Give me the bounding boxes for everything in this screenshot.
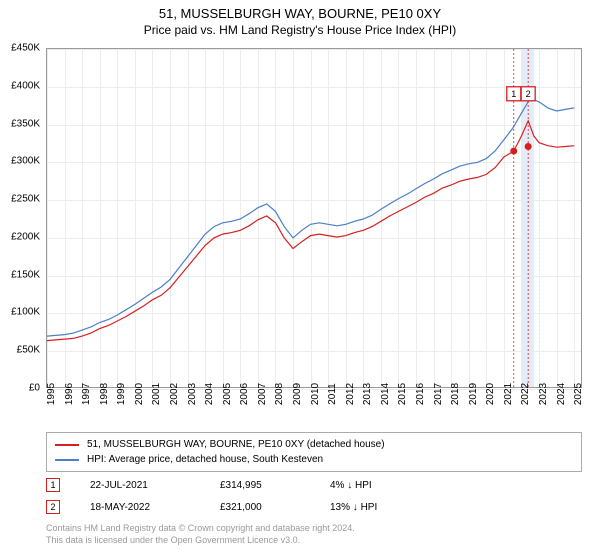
x-tick-label: 2023 [538,383,549,405]
series-price_paid [47,121,574,341]
y-tick-label: £200K [11,231,40,242]
legend-swatch [55,444,79,446]
sale-diff: 4% ↓ HPI [330,480,450,491]
sale-marker-number: 1 [511,89,516,99]
x-tick-label: 2006 [239,383,250,405]
y-tick-label: £450K [11,43,40,54]
x-tick-label: 2020 [485,383,496,405]
x-tick-label: 2010 [310,383,321,405]
x-tick-label: 2015 [397,383,408,405]
chart-container: 51, MUSSELBURGH WAY, BOURNE, PE10 0XY Pr… [0,0,600,560]
series-hpi [47,98,574,336]
sales-table: 1 22-JUL-2021£314,9954% ↓ HPI 2 18-MAY-2022… [46,474,582,518]
x-tick-label: 2000 [134,383,145,405]
attribution-line2: This data is licensed under the Open Gov… [46,534,582,546]
attribution: Contains HM Land Registry data © Crown c… [46,522,582,546]
y-axis-labels: £0£50K£100K£150K£200K£250K£300K£350K£400… [0,48,44,388]
chart-subtitle: Price paid vs. HM Land Registry's House … [0,23,600,37]
x-tick-label: 2024 [556,383,567,405]
x-tick-label: 2004 [204,383,215,405]
x-tick-label: 2018 [450,383,461,405]
y-tick-label: £400K [11,80,40,91]
sale-row: 1 22-JUL-2021£314,9954% ↓ HPI [46,474,582,496]
y-tick-label: £300K [11,156,40,167]
title-block: 51, MUSSELBURGH WAY, BOURNE, PE10 0XY Pr… [0,0,600,37]
x-tick-label: 2013 [362,383,373,405]
sale-marker-dot [525,143,532,150]
chart-svg: 12 [47,49,583,389]
x-tick-label: 2001 [151,383,162,405]
x-tick-label: 1996 [64,383,75,405]
y-tick-label: £50K [17,345,40,356]
x-tick-label: 2005 [222,383,233,405]
sale-date: 22-JUL-2021 [90,480,220,491]
x-tick-label: 2017 [433,383,444,405]
x-tick-label: 1998 [99,383,110,405]
legend-label: 51, MUSSELBURGH WAY, BOURNE, PE10 0XY (d… [87,437,385,452]
legend: 51, MUSSELBURGH WAY, BOURNE, PE10 0XY (d… [46,432,582,472]
sale-price: £321,000 [220,502,330,513]
plot-area: 12 [46,48,582,388]
sale-diff: 13% ↓ HPI [330,502,450,513]
x-tick-label: 2021 [503,383,514,405]
y-tick-label: £150K [11,269,40,280]
y-tick-label: £0 [29,383,40,394]
x-tick-label: 2025 [573,383,584,405]
x-tick-label: 1999 [116,383,127,405]
x-tick-label: 2003 [187,383,198,405]
x-tick-label: 2008 [274,383,285,405]
legend-label: HPI: Average price, detached house, Sout… [87,452,323,467]
attribution-line1: Contains HM Land Registry data © Crown c… [46,522,582,534]
y-tick-label: £250K [11,194,40,205]
x-tick-label: 2011 [327,383,338,405]
sale-price: £314,995 [220,480,330,491]
y-tick-label: £100K [11,307,40,318]
sale-row-marker: 2 [46,500,60,514]
sale-marker-number: 2 [526,89,531,99]
x-tick-label: 2002 [169,383,180,405]
x-tick-label: 2009 [292,383,303,405]
x-tick-label: 1995 [46,383,57,405]
chart-title: 51, MUSSELBURGH WAY, BOURNE, PE10 0XY [0,6,600,21]
sale-marker-dot [510,148,517,155]
y-tick-label: £350K [11,118,40,129]
legend-item: HPI: Average price, detached house, Sout… [55,452,573,467]
sale-row-marker: 1 [46,478,60,492]
legend-swatch [55,459,79,461]
x-tick-label: 2007 [257,383,268,405]
x-tick-label: 2012 [345,383,356,405]
sale-date: 18-MAY-2022 [90,502,220,513]
x-tick-label: 2022 [520,383,531,405]
x-tick-label: 2014 [380,383,391,405]
x-tick-label: 2016 [415,383,426,405]
x-axis-labels: 1995199619971998199920002001200220032004… [46,390,582,430]
legend-item: 51, MUSSELBURGH WAY, BOURNE, PE10 0XY (d… [55,437,573,452]
sale-row: 2 18-MAY-2022£321,00013% ↓ HPI [46,496,582,518]
x-tick-label: 2019 [468,383,479,405]
x-tick-label: 1997 [81,383,92,405]
